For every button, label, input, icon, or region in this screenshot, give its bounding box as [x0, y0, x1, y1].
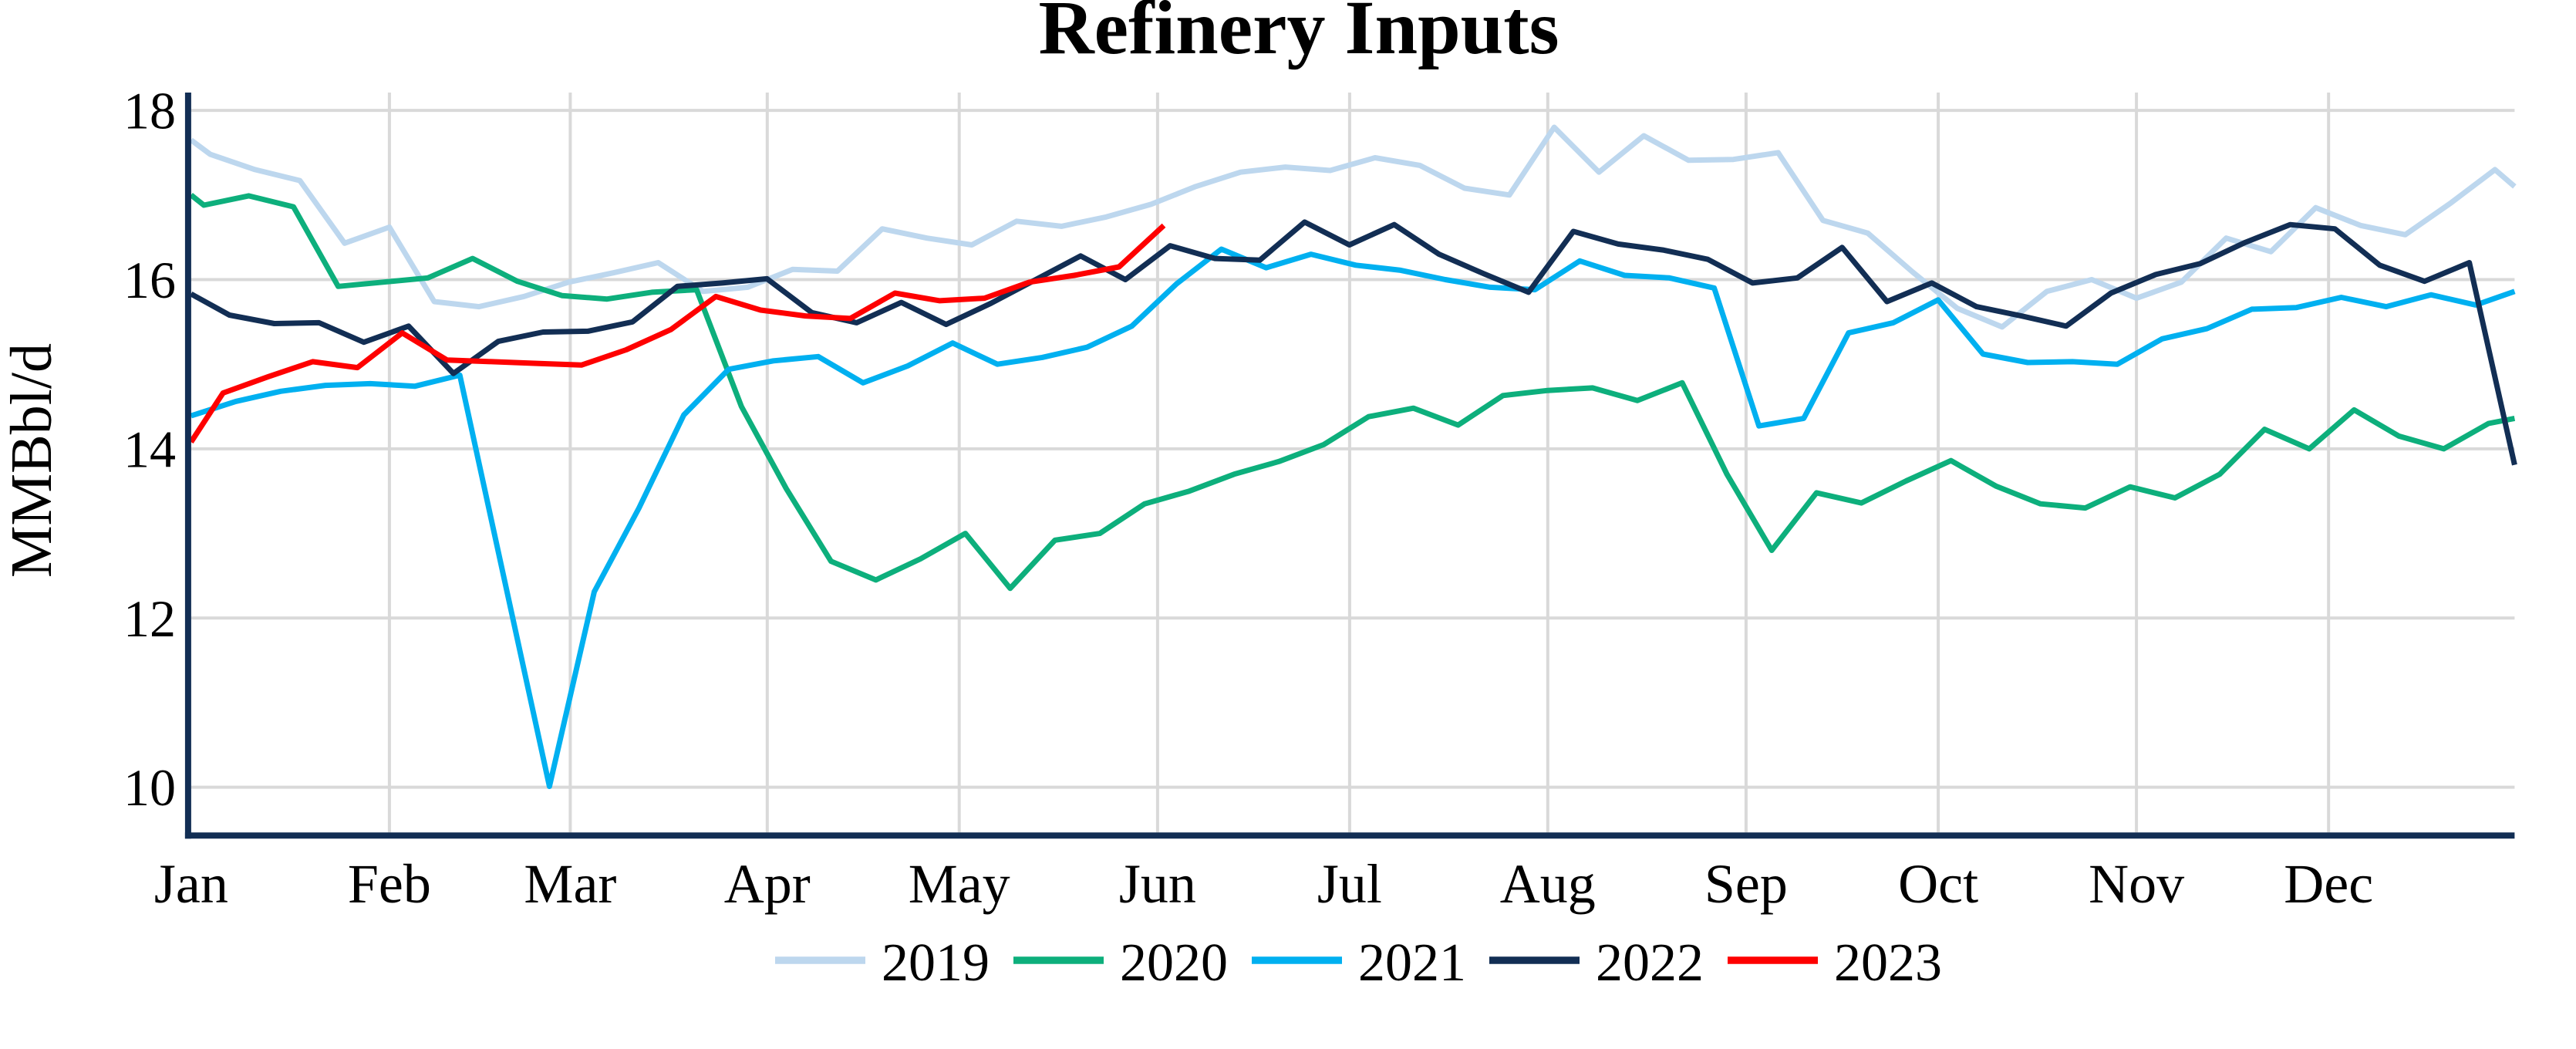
- svg-text:Sep: Sep: [1704, 853, 1788, 915]
- svg-text:12: 12: [123, 589, 176, 648]
- svg-text:2020: 2020: [1120, 933, 1228, 993]
- svg-text:May: May: [909, 853, 1010, 915]
- svg-text:Refinery Inputs: Refinery Inputs: [1038, 0, 1559, 70]
- svg-text:14: 14: [123, 420, 176, 478]
- svg-text:18: 18: [123, 82, 176, 140]
- svg-text:Aug: Aug: [1500, 853, 1596, 915]
- svg-text:2022: 2022: [1596, 933, 1704, 993]
- svg-text:2019: 2019: [882, 933, 990, 993]
- svg-text:Jan: Jan: [154, 853, 228, 915]
- svg-text:10: 10: [123, 758, 176, 817]
- svg-text:Dec: Dec: [2284, 853, 2373, 915]
- svg-text:Nov: Nov: [2089, 853, 2184, 915]
- svg-text:Apr: Apr: [724, 853, 811, 915]
- svg-text:Jul: Jul: [1317, 853, 1382, 915]
- svg-text:2023: 2023: [1834, 933, 1942, 993]
- svg-text:Oct: Oct: [1898, 853, 1978, 915]
- svg-text:MMBbl/d: MMBbl/d: [0, 343, 64, 578]
- svg-text:2021: 2021: [1358, 933, 1466, 993]
- svg-text:Mar: Mar: [524, 853, 616, 915]
- svg-text:Jun: Jun: [1119, 853, 1196, 915]
- svg-text:16: 16: [123, 251, 176, 309]
- svg-text:Feb: Feb: [348, 853, 431, 915]
